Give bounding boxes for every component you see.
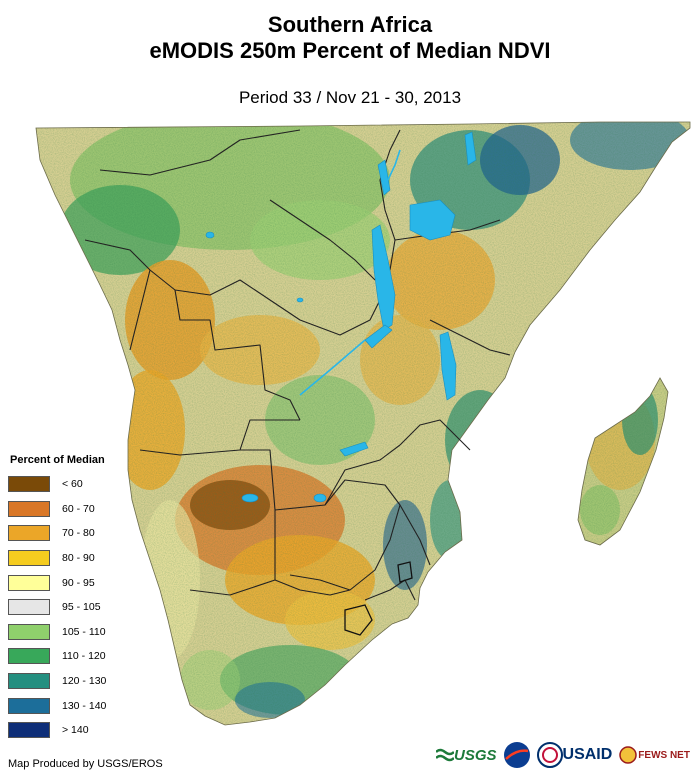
credit-text: Map Produced by USGS/EROS — [8, 758, 163, 770]
fews-logo: FEWS NET — [618, 745, 690, 765]
fews-sun-icon — [619, 746, 638, 764]
nasa-logo — [503, 741, 531, 769]
legend-swatch — [8, 648, 50, 665]
lakes — [205, 131, 477, 503]
legend-item: 120 - 130 — [8, 669, 158, 694]
legend-title: Percent of Median — [10, 454, 105, 466]
legend-swatch — [8, 550, 50, 567]
map-subtitle: eMODIS 250m Percent of Median NDVI — [149, 38, 551, 63]
nasa-meatball-icon — [503, 742, 530, 768]
legend-swatch — [8, 623, 50, 640]
map-title: Southern Africa — [267, 12, 433, 37]
legend-item: 95 - 105 — [8, 595, 158, 620]
legend-swatch — [8, 574, 50, 591]
legend-label: > 140 — [62, 724, 89, 737]
fews-logo-text: FEWS NET — [638, 749, 690, 761]
legend-label: < 60 — [62, 478, 83, 491]
legend-label: 80 - 90 — [62, 552, 95, 565]
period-label: Period 33 / Nov 21 - 30, 2013 — [238, 88, 462, 107]
legend-label: 120 - 130 — [62, 675, 107, 688]
legend-label: 70 - 80 — [62, 527, 95, 540]
legend-item: 90 - 95 — [8, 570, 158, 595]
usgs-waves-icon — [436, 748, 454, 762]
legend-swatch — [8, 697, 50, 714]
legend-item: 130 - 140 — [8, 693, 158, 718]
legend-rows: < 60 60 - 70 70 - 80 80 - 90 90 - 95 95 - 105… — [8, 472, 158, 743]
legend-swatch — [8, 476, 50, 493]
legend-label: 90 - 95 — [62, 576, 95, 589]
usgs-logo: USGS — [436, 746, 497, 764]
legend-item: 60 - 70 — [8, 497, 158, 522]
usaid-logo-text: USAID — [562, 746, 613, 763]
legend-label: 130 - 140 — [62, 699, 107, 712]
legend-label: 60 - 70 — [62, 502, 95, 515]
legend-item: 70 - 80 — [8, 521, 158, 546]
legend-item: < 60 — [8, 472, 158, 497]
legend-item: 80 - 90 — [8, 546, 158, 571]
country-borders — [84, 129, 511, 601]
usaid-logo: USAID — [536, 742, 613, 768]
usgs-logo-text: USGS — [454, 746, 497, 764]
legend-item: 110 - 120 — [8, 644, 158, 669]
legend-swatch — [8, 599, 50, 616]
agency-logos: USGS USAID FEWS NET — [436, 737, 696, 773]
ndvi-map — [35, 121, 691, 726]
legend-swatch — [8, 722, 50, 739]
legend-item: 105 - 110 — [8, 620, 158, 645]
legend-label: 110 - 120 — [62, 650, 106, 663]
legend-label: 95 - 105 — [62, 601, 101, 614]
legend: Percent of Median < 60 60 - 70 70 - 80 80 -… — [8, 454, 158, 743]
enclave-borders — [344, 561, 413, 636]
rivers — [299, 149, 401, 396]
legend-swatch — [8, 673, 50, 690]
usaid-seal-icon — [536, 742, 563, 768]
legend-swatch — [8, 500, 50, 517]
legend-item: > 140 — [8, 718, 158, 743]
legend-swatch — [8, 525, 50, 542]
legend-label: 105 - 110 — [62, 625, 106, 638]
